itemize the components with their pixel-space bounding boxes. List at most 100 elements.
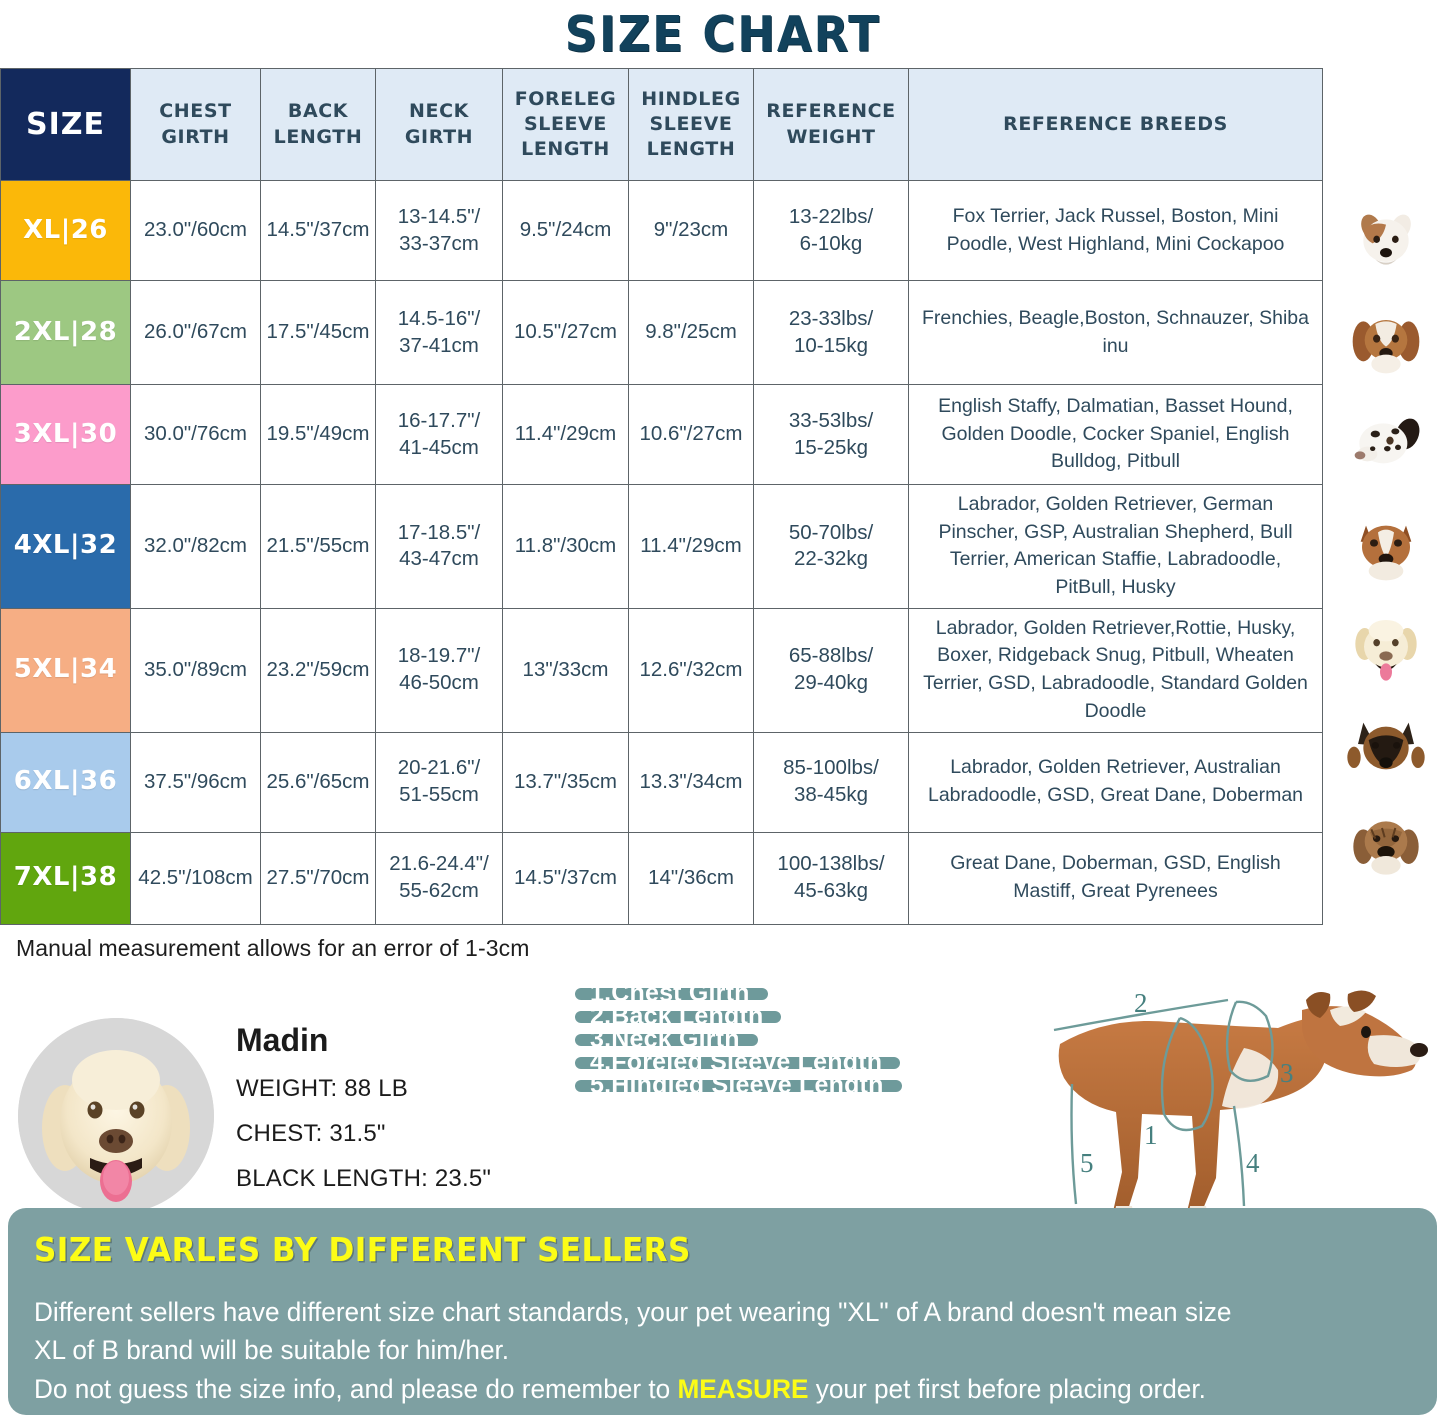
cell-hindleg-sleeve-length: 14"/36cm [628, 831, 754, 925]
pet-name: Madin [236, 1021, 329, 1058]
breed-photo-american-staffordshire-terrier [1330, 496, 1442, 598]
banner-title: SIZE VARLES BY DIFFERENT SELLERS [34, 1230, 691, 1269]
breed-photo-jack-russell-terrier [1330, 192, 1442, 292]
cell-reference-breeds: Fox Terrier, Jack Russel, Boston, Mini P… [908, 180, 1323, 281]
cell-size: 7XL|38 [0, 831, 131, 925]
size-table: SIZE CHEST GIRTH BACK LENGTH NECK GIRTH FOR… [0, 68, 1323, 925]
cell-chest-girth: 42.5"/108cm [130, 831, 261, 925]
cell-neck-girth: 16-17.7"/41-45cm [375, 384, 503, 485]
cell-size: XL|26 [0, 180, 131, 281]
cell-hindleg-sleeve-length: 9"/23cm [628, 180, 754, 281]
column-header-size: SIZE [0, 68, 131, 181]
diagram-number-5: 5 [1080, 1148, 1094, 1178]
breed-photo-german-shepherd [1330, 698, 1442, 798]
labrador-retriever-image [1355, 620, 1417, 681]
pet-avatar [18, 1017, 214, 1214]
cell-back-length: 19.5"/49cm [260, 384, 376, 485]
legend-pill-3: 3.Neck Girth [575, 1026, 758, 1051]
pet-chest: CHEST: 31.5" [236, 1119, 386, 1147]
cell-back-length: 17.5"/45cm [260, 280, 376, 385]
cell-size: 2XL|28 [0, 280, 131, 385]
cell-reference-weight: 13-22lbs/6-10kg [753, 180, 909, 281]
banner-body: Different sellers have different size ch… [34, 1293, 1370, 1408]
pet-weight: WEIGHT: 88 LB [236, 1074, 408, 1102]
measurement-legend: 1.Chest Girth 2.Back Length 3.Neck Girth 4.… [575, 980, 902, 1103]
table-header-row: SIZE CHEST GIRTH BACK LENGTH NECK GIRTH FOR… [0, 68, 1323, 181]
diagram-number-4: 4 [1246, 1148, 1260, 1178]
dog-diagram-image: 2 1 3 4 5 [1053, 988, 1428, 1218]
cell-foreleg-sleeve-length: 13"/33cm [502, 607, 629, 733]
table-row: 2XL|28 26.0"/67cm 17.5"/45cm 14.5-16"/37-41… [0, 280, 1323, 385]
seller-warning-banner: SIZE VARLES BY DIFFERENT SELLERS Differe… [8, 1208, 1437, 1415]
pet-profile: Madin WEIGHT: 88 LB CHEST: 31.5" BLACK L… [18, 1017, 491, 1255]
cell-reference-weight: 85-100lbs/38-45kg [753, 731, 909, 833]
cell-reference-breeds: Labrador, Golden Retriever, German Pinsc… [908, 484, 1323, 609]
cell-neck-girth: 13-14.5"/33-37cm [375, 180, 503, 281]
banner-line-3-pre: Do not guess the size info, and please d… [34, 1373, 678, 1404]
banner-line-3-post: your pet first before placing order. [808, 1373, 1206, 1404]
table-row: 7XL|38 42.5"/108cm 27.5"/70cm 21.6-24.4"/55… [0, 831, 1323, 925]
cell-back-length: 14.5"/37cm [260, 180, 376, 281]
cell-hindleg-sleeve-length: 13.3"/34cm [628, 731, 754, 833]
banner-line-1: Different sellers have different size ch… [34, 1297, 1232, 1327]
cell-chest-girth: 35.0"/89cm [130, 607, 261, 733]
cell-foreleg-sleeve-length: 11.8"/30cm [502, 484, 629, 609]
cell-back-length: 23.2"/59cm [260, 607, 376, 733]
diagram-number-1: 1 [1144, 1120, 1158, 1150]
cell-chest-girth: 32.0"/82cm [130, 484, 261, 609]
column-header-foreleg-sleeve-length: FORELEG SLEEVE LENGTH [502, 68, 629, 181]
cell-hindleg-sleeve-length: 11.4"/29cm [628, 484, 754, 609]
cell-reference-weight: 33-53lbs/15-25kg [753, 384, 909, 485]
cell-reference-weight: 23-33lbs/10-15kg [753, 280, 909, 385]
table-row: 6XL|36 37.5"/96cm 25.6"/65cm 20-21.6"/51-55… [0, 731, 1323, 833]
banner-line-2: XL of B brand will be suitable for him/h… [34, 1335, 510, 1366]
diagram-number-3: 3 [1280, 1058, 1294, 1088]
cell-chest-girth: 37.5"/96cm [130, 731, 261, 833]
page-title: SIZE CHART [564, 5, 881, 63]
cell-hindleg-sleeve-length: 10.6"/27cm [628, 384, 754, 485]
banner-line-3: Do not guess the size info, and please d… [34, 1370, 1370, 1408]
cell-foreleg-sleeve-length: 9.5"/24cm [502, 180, 629, 281]
cell-size: 3XL|30 [0, 384, 131, 485]
column-header-reference-weight: REFERENCE WEIGHT [753, 68, 909, 181]
breed-photo-great-dane [1330, 798, 1442, 890]
breed-photo-labrador-retriever [1330, 598, 1442, 698]
jack-russell-terrier-image [1361, 214, 1411, 265]
table-row: 3XL|30 30.0"/76cm 19.5"/49cm 16-17.7"/41-45… [0, 384, 1323, 485]
labrador-portrait-image [18, 1017, 214, 1214]
cell-size: 4XL|32 [0, 484, 131, 609]
legend-pill-5: 5.Hindleg Sleeve Length [575, 1072, 902, 1097]
cell-neck-girth: 18-19.7"/46-50cm [375, 607, 503, 733]
cell-back-length: 21.5"/55cm [260, 484, 376, 609]
cell-reference-breeds: Labrador, Golden Retriever,Rottie, Husky… [908, 607, 1323, 733]
table-row: XL|26 23.0"/60cm 14.5"/37cm 13-14.5"/33-37c… [0, 180, 1323, 281]
cell-reference-weight: 50-70lbs/22-32kg [753, 484, 909, 609]
diagram-number-2: 2 [1134, 988, 1148, 1018]
cell-neck-girth: 21.6-24.4"/55-62cm [375, 831, 503, 925]
cell-foreleg-sleeve-length: 14.5"/37cm [502, 831, 629, 925]
cell-back-length: 25.6"/65cm [260, 731, 376, 833]
cell-reference-breeds: Labrador, Golden Retriever, Australian L… [908, 731, 1323, 833]
cell-back-length: 27.5"/70cm [260, 831, 376, 925]
table-row: 5XL|34 35.0"/89cm 23.2"/59cm 18-19.7"/46-50… [0, 607, 1323, 733]
cell-chest-girth: 30.0"/76cm [130, 384, 261, 485]
cell-reference-weight: 65-88lbs/29-40kg [753, 607, 909, 733]
column-header-chest-girth: CHEST GIRTH [130, 68, 261, 181]
middle-section: Madin WEIGHT: 88 LB CHEST: 31.5" BLACK L… [0, 966, 1445, 1238]
cell-neck-girth: 20-21.6"/51-55cm [375, 731, 503, 833]
cell-foreleg-sleeve-length: 10.5"/27cm [502, 280, 629, 385]
cell-foreleg-sleeve-length: 13.7"/35cm [502, 731, 629, 833]
cell-size: 5XL|34 [0, 607, 131, 733]
cell-hindleg-sleeve-length: 12.6"/32cm [628, 607, 754, 733]
great-dane-image [1353, 821, 1419, 875]
cell-foreleg-sleeve-length: 11.4"/29cm [502, 384, 629, 485]
breed-photo-strip [1330, 192, 1442, 890]
cell-size: 6XL|36 [0, 731, 131, 833]
dalmatian-image [1354, 418, 1420, 464]
cell-neck-girth: 14.5-16"/37-41cm [375, 280, 503, 385]
table-body: XL|26 23.0"/60cm 14.5"/37cm 13-14.5"/33-37c… [0, 180, 1323, 925]
manual-measurement-note: Manual measurement allows for an error o… [16, 934, 530, 961]
cell-chest-girth: 26.0"/67cm [130, 280, 261, 385]
cell-reference-breeds: English Staffy, Dalmatian, Basset Hound,… [908, 384, 1323, 485]
breed-photo-beagle [1330, 292, 1442, 396]
